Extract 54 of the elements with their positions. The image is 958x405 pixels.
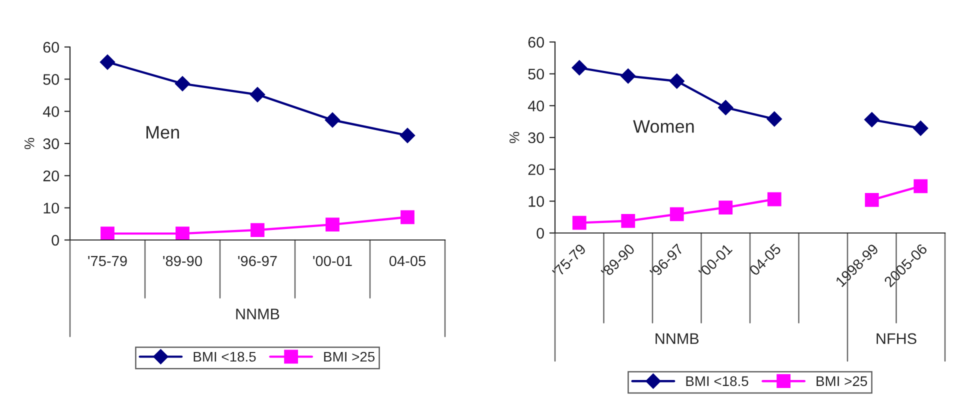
legend-label: BMI <18.5 — [686, 376, 748, 386]
point — [621, 214, 636, 228]
point — [864, 192, 879, 207]
point — [324, 112, 340, 128]
point — [914, 179, 928, 194]
y-tick-label: 40 — [42, 106, 59, 118]
x-tick-label: 04-05 — [389, 256, 426, 266]
point — [620, 68, 636, 84]
x-tick-label: '75-79 — [88, 256, 127, 266]
y-tick-label: 10 — [44, 202, 59, 214]
y-tick-label: 30 — [528, 132, 544, 144]
point — [100, 54, 116, 70]
annotation: Women — [633, 120, 694, 133]
point — [767, 192, 782, 206]
point — [670, 207, 684, 222]
annotation: Men — [146, 126, 179, 139]
point — [913, 120, 928, 136]
y-tick-label: 20 — [43, 170, 59, 182]
y-axis-title: % — [24, 138, 34, 150]
point — [400, 128, 416, 144]
y-tick-label: 0 — [536, 228, 544, 239]
point — [766, 111, 782, 127]
point — [250, 223, 264, 237]
y-tick-label: 50 — [43, 74, 59, 85]
y-tick-label: 60 — [43, 42, 59, 53]
y-tick-label: 60 — [528, 36, 544, 48]
x-tick-label: '96-97 — [238, 256, 277, 266]
point — [864, 112, 880, 128]
y-axis-title: % — [510, 132, 520, 144]
point — [174, 76, 190, 92]
text: NNMB — [656, 333, 699, 344]
point — [176, 226, 190, 240]
x-tick-label: '89-90 — [163, 256, 202, 266]
point — [326, 218, 340, 232]
legend-label: BMI >25 — [816, 376, 868, 386]
point — [718, 100, 734, 116]
point — [572, 60, 587, 76]
x-tick-label: '00-01 — [313, 256, 352, 266]
legend-label: BMI <18.5 — [194, 352, 256, 362]
point — [572, 216, 586, 230]
y-tick-label: 0 — [52, 234, 59, 246]
point — [718, 200, 733, 214]
y-tick-label: 40 — [528, 100, 544, 112]
point — [250, 87, 266, 102]
y-tick-label: 50 — [528, 68, 544, 80]
point — [100, 226, 114, 240]
legend-label: BMI >25 — [324, 352, 375, 362]
y-tick-label: 30 — [43, 138, 59, 150]
point — [669, 74, 684, 89]
y-tick-label: 20 — [528, 164, 544, 176]
point — [400, 210, 414, 224]
text: NNMB — [236, 308, 280, 320]
y-tick-label: 10 — [528, 196, 544, 207]
text: NFHS — [876, 333, 916, 344]
